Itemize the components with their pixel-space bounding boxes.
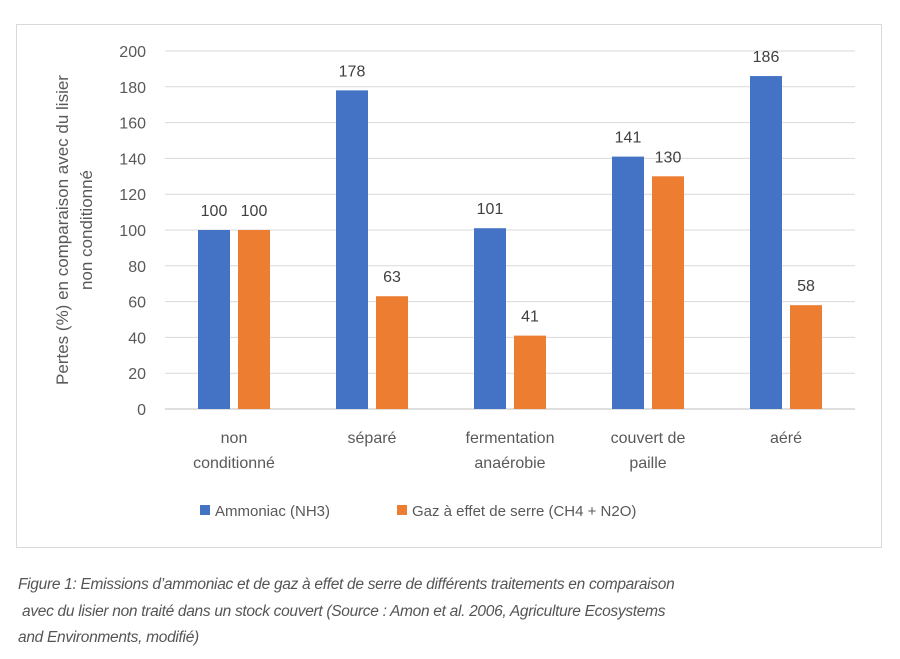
chart-frame	[16, 24, 882, 548]
bar-ges	[376, 296, 408, 409]
bar-ges	[790, 305, 822, 409]
bar-ges	[238, 230, 270, 409]
y-axis-title: Pertes (%) en comparaison avec du lisier	[53, 75, 72, 385]
caption-line: avec du lisier non traité dans un stock …	[18, 602, 666, 620]
x-tick-label: paille	[629, 455, 666, 472]
x-tick-label: conditionné	[193, 455, 275, 472]
data-label: 141	[615, 130, 642, 147]
y-tick-label: 160	[119, 116, 146, 133]
x-tick-label: séparé	[348, 430, 397, 447]
caption-line: Figure 1: Emissions d’ammoniac et de gaz…	[18, 576, 675, 593]
x-tick-label: aéré	[770, 430, 802, 447]
y-tick-label: 60	[128, 295, 146, 312]
data-label: 178	[339, 63, 366, 80]
bar-ges	[652, 176, 684, 409]
data-label: 100	[241, 203, 268, 220]
figure-caption: Figure 1: Emissions d’ammoniac et de gaz…	[18, 572, 898, 652]
y-tick-label: 120	[119, 187, 146, 204]
bar-ges	[514, 335, 546, 409]
data-label: 186	[753, 49, 780, 66]
legend-swatch	[200, 505, 210, 515]
data-label: 63	[383, 269, 401, 286]
y-tick-label: 180	[119, 80, 146, 97]
y-tick-label: 20	[128, 366, 146, 383]
y-tick-label: 80	[128, 259, 146, 276]
bar-chart: 0 20 40 60 80 100 120 140 160 180 200 100 100 non cond…	[53, 44, 855, 520]
x-tick-label: anaérobie	[474, 455, 545, 472]
y-tick-label: 100	[119, 223, 146, 240]
legend-label: Ammoniac (NH3)	[215, 503, 330, 520]
caption-line: and Environments, modifié)	[18, 629, 199, 646]
x-tick-label: couvert de	[611, 430, 686, 447]
bar-ammoniac	[198, 230, 230, 409]
data-label: 58	[797, 278, 815, 295]
data-label: 130	[655, 149, 682, 166]
y-axis-title: non conditionné	[77, 170, 96, 290]
bar-ammoniac	[750, 76, 782, 409]
y-tick-label: 200	[119, 44, 146, 61]
bar-ammoniac	[474, 228, 506, 409]
data-label: 101	[477, 201, 504, 218]
legend-swatch	[397, 505, 407, 515]
x-tick-label: non	[221, 430, 248, 447]
y-tick-label: 40	[128, 330, 146, 347]
y-tick-label: 0	[137, 402, 146, 419]
y-tick-label: 140	[119, 151, 146, 168]
data-label: 100	[201, 203, 228, 220]
data-label: 41	[521, 309, 539, 326]
legend-label: Gaz à effet de serre (CH4 + N2O)	[412, 503, 636, 520]
bar-ammoniac	[612, 156, 644, 409]
bar-ammoniac	[336, 90, 368, 409]
x-tick-label: fermentation	[466, 430, 555, 447]
